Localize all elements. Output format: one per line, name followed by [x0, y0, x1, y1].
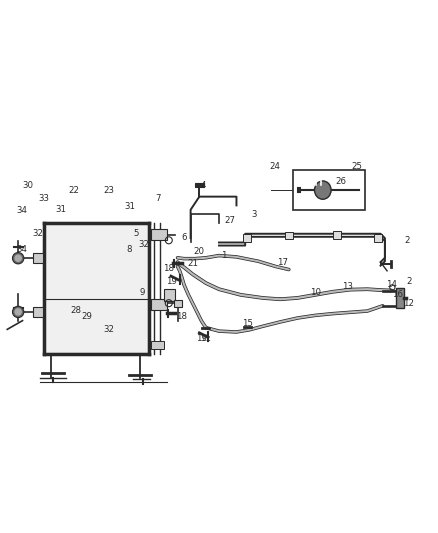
Text: 5: 5	[133, 229, 139, 238]
Text: 34: 34	[16, 245, 27, 254]
Bar	[33, 253, 43, 263]
Text: 12: 12	[403, 299, 414, 308]
Bar	[293, 171, 365, 210]
Circle shape	[15, 309, 21, 315]
Text: 32: 32	[138, 240, 149, 249]
Text: 8: 8	[127, 245, 132, 254]
Text: 18: 18	[163, 264, 174, 273]
Bar	[333, 231, 341, 239]
Text: 7: 7	[155, 195, 161, 203]
Text: 29: 29	[82, 312, 92, 321]
Text: 21: 21	[187, 259, 198, 268]
Circle shape	[12, 306, 24, 318]
Text: 18: 18	[177, 312, 187, 321]
Text: 25: 25	[351, 161, 362, 171]
Text: 14: 14	[386, 280, 397, 289]
Bar	[151, 341, 164, 350]
Text: 2: 2	[404, 236, 410, 245]
Bar	[285, 231, 293, 239]
Text: 11: 11	[201, 334, 212, 343]
Text: 9: 9	[140, 288, 145, 297]
Text: 2: 2	[406, 277, 412, 286]
Text: 32: 32	[103, 325, 114, 334]
Circle shape	[12, 253, 24, 264]
Text: 24: 24	[269, 161, 280, 171]
Bar	[44, 223, 149, 354]
Text: 34: 34	[16, 206, 27, 215]
Text: 17: 17	[277, 257, 288, 266]
Text: 27: 27	[224, 216, 235, 225]
Bar	[151, 299, 166, 310]
Text: 22: 22	[68, 185, 80, 195]
Text: 6: 6	[181, 233, 187, 242]
Ellipse shape	[314, 181, 331, 199]
Bar	[396, 288, 404, 308]
Text: 30: 30	[22, 181, 33, 190]
Bar	[195, 183, 204, 187]
Bar	[33, 306, 43, 317]
Text: 26: 26	[335, 177, 346, 186]
Text: 1: 1	[221, 251, 226, 260]
Text: 15: 15	[242, 319, 253, 328]
Text: 23: 23	[103, 185, 114, 195]
Bar	[374, 234, 382, 242]
Bar	[244, 234, 251, 242]
Text: 32: 32	[32, 229, 43, 238]
Text: 19: 19	[196, 334, 207, 343]
Circle shape	[15, 255, 21, 261]
Bar	[151, 229, 166, 240]
Text: 3: 3	[251, 209, 257, 219]
Text: 10: 10	[310, 288, 321, 297]
Text: 4: 4	[201, 181, 206, 190]
Text: 28: 28	[70, 305, 81, 314]
Bar	[164, 289, 175, 301]
Text: 31: 31	[55, 205, 66, 214]
Text: 16: 16	[392, 290, 403, 300]
Bar	[174, 300, 182, 306]
Text: 31: 31	[124, 202, 135, 211]
Text: 20: 20	[194, 247, 205, 256]
Text: 13: 13	[343, 281, 353, 290]
Text: 33: 33	[39, 195, 50, 203]
Text: 19: 19	[166, 277, 177, 286]
